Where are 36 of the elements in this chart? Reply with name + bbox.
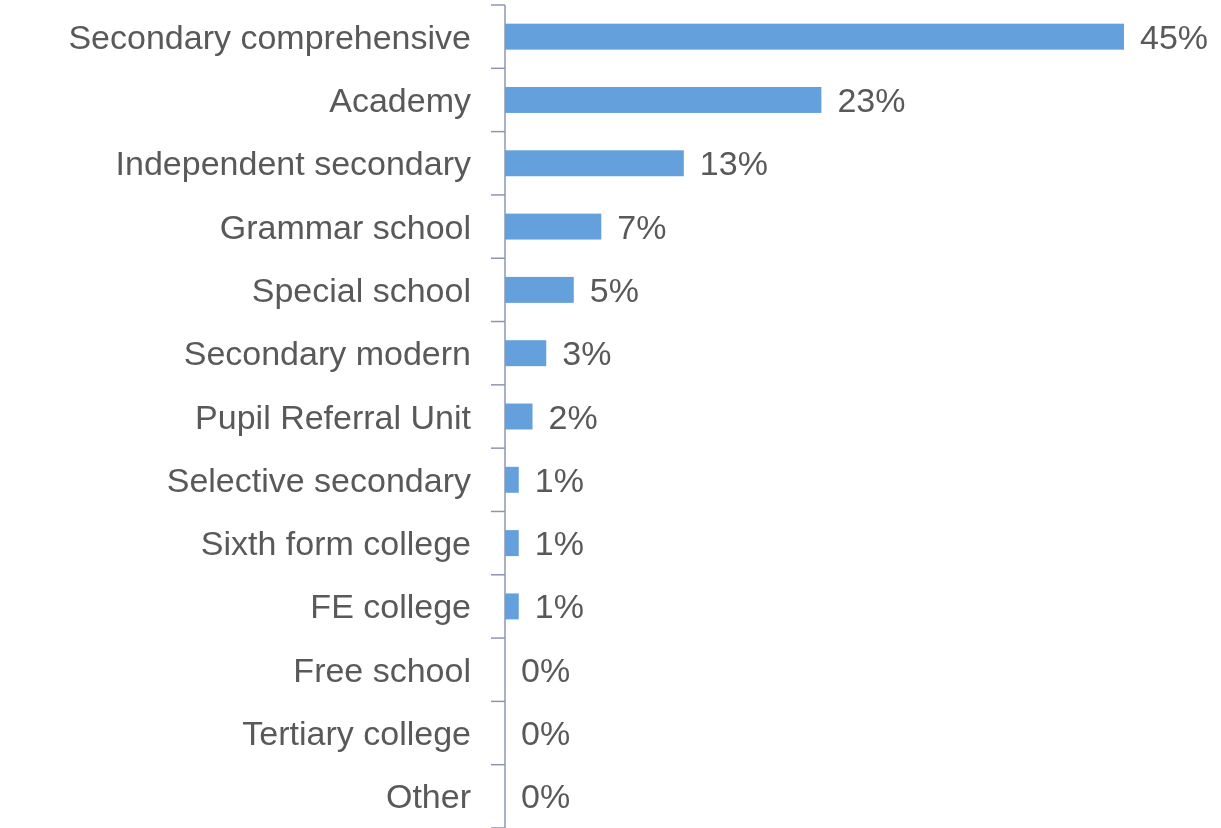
data-label: 0%: [521, 777, 571, 816]
data-label: 1%: [534, 524, 584, 563]
data-label: 23%: [837, 80, 906, 119]
y-tick-label: Tertiary college: [242, 714, 471, 753]
data-label: 13%: [699, 144, 768, 183]
data-label: 7%: [617, 207, 667, 246]
y-tick-label: Other: [385, 777, 471, 816]
data-label: 1%: [534, 587, 584, 626]
data-label: 5%: [589, 270, 639, 309]
data-label: 2%: [548, 397, 598, 436]
data-label: 3%: [562, 334, 612, 373]
data-label: 0%: [521, 714, 571, 753]
bar: [505, 466, 519, 493]
y-tick-label: Selective secondary: [166, 460, 471, 499]
bar: [505, 340, 547, 367]
bar: [505, 593, 519, 620]
y-tick-label: Special school: [251, 270, 471, 309]
y-tick-label: Pupil Referral Unit: [195, 397, 472, 436]
y-tick-label: Independent secondary: [115, 144, 471, 183]
data-label: 0%: [521, 650, 571, 689]
y-tick-label: Grammar school: [219, 207, 471, 246]
y-tick-label: Secondary modern: [183, 334, 471, 373]
bar: [505, 530, 519, 557]
data-label: 45%: [1140, 17, 1209, 56]
bar: [505, 150, 684, 177]
y-tick-label: Secondary comprehensive: [68, 17, 471, 56]
y-tick-label: Sixth form college: [200, 524, 471, 563]
y-tick-label: Academy: [329, 80, 471, 119]
bar: [505, 86, 822, 113]
y-tick-label: Free school: [293, 650, 471, 689]
bar: [505, 23, 1124, 50]
y-tick-label: FE college: [310, 587, 471, 626]
bar: [505, 276, 574, 303]
data-label: 1%: [534, 460, 584, 499]
bar: [505, 403, 533, 430]
bar: [505, 213, 602, 240]
